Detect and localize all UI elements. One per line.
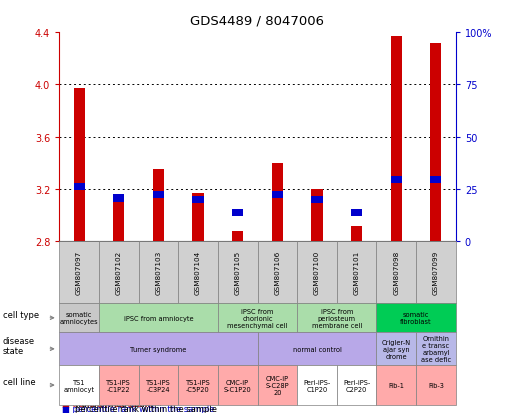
Bar <box>312 190 322 242</box>
Text: iPSC from amniocyte: iPSC from amniocyte <box>124 315 193 321</box>
Bar <box>232 231 243 242</box>
Text: Peri-iPS-
C2P20: Peri-iPS- C2P20 <box>343 379 370 392</box>
Text: GSM807098: GSM807098 <box>393 251 399 294</box>
Text: GSM807100: GSM807100 <box>314 251 320 294</box>
Text: percentile rank within the sample: percentile rank within the sample <box>75 404 217 413</box>
Text: disease
state: disease state <box>3 336 35 355</box>
Bar <box>74 183 84 190</box>
Text: GSM807099: GSM807099 <box>433 251 439 294</box>
Text: TS1
amniocyt: TS1 amniocyt <box>63 379 95 392</box>
Text: Crigler-N
ajar syn
drome: Crigler-N ajar syn drome <box>382 339 411 359</box>
Text: cell type: cell type <box>3 310 39 319</box>
Text: ■ percentile rank within the sample: ■ percentile rank within the sample <box>62 404 214 413</box>
Text: iPSC from
periosteum
membrane cell: iPSC from periosteum membrane cell <box>312 308 362 328</box>
Text: ■ transformed count: ■ transformed count <box>62 399 150 408</box>
Text: somatic
amniocytes: somatic amniocytes <box>60 311 98 325</box>
Text: TS1-iPS
-C3P24: TS1-iPS -C3P24 <box>146 379 171 392</box>
Bar <box>193 193 203 242</box>
Text: Fib-1: Fib-1 <box>388 382 404 388</box>
Text: GSM807101: GSM807101 <box>354 251 359 294</box>
Text: GSM807105: GSM807105 <box>235 251 241 294</box>
Bar <box>431 177 441 184</box>
Bar <box>272 164 283 242</box>
Bar <box>351 226 362 242</box>
Text: CMC-iP
S-C28P
20: CMC-iP S-C28P 20 <box>266 375 289 395</box>
Bar <box>153 170 164 242</box>
Bar <box>113 195 124 202</box>
Bar <box>193 196 203 204</box>
Text: Turner syndrome: Turner syndrome <box>130 346 186 352</box>
Bar <box>391 177 402 184</box>
Bar <box>431 43 441 242</box>
Bar <box>113 200 124 242</box>
Text: iPSC from
chorionic
mesenchymal cell: iPSC from chorionic mesenchymal cell <box>227 308 288 328</box>
Text: GSM807102: GSM807102 <box>116 251 122 294</box>
Text: TS1-iPS
-C5P20: TS1-iPS -C5P20 <box>185 379 211 392</box>
Text: GSM807104: GSM807104 <box>195 251 201 294</box>
Bar <box>272 191 283 198</box>
Text: GSM807097: GSM807097 <box>76 251 82 294</box>
Text: GSM807106: GSM807106 <box>274 251 280 294</box>
Text: Fib-3: Fib-3 <box>428 382 444 388</box>
Text: TS1-iPS
-C1P22: TS1-iPS -C1P22 <box>106 379 131 392</box>
Text: Peri-iPS-
C1P20: Peri-iPS- C1P20 <box>303 379 331 392</box>
Bar <box>312 196 322 204</box>
Text: normal control: normal control <box>293 346 341 352</box>
Text: GSM807103: GSM807103 <box>156 251 161 294</box>
Bar <box>153 191 164 198</box>
Bar <box>391 37 402 242</box>
Text: GDS4489 / 8047006: GDS4489 / 8047006 <box>191 14 324 27</box>
Text: CMC-iP
S-C1P20: CMC-iP S-C1P20 <box>224 379 251 392</box>
Bar <box>232 209 243 216</box>
Bar <box>351 209 362 216</box>
Text: cell line: cell line <box>3 377 35 386</box>
Text: Ornithin
e transc
arbamyl
ase defic: Ornithin e transc arbamyl ase defic <box>421 335 451 363</box>
Text: somatic
fibroblast: somatic fibroblast <box>400 311 432 325</box>
Text: transformed count: transformed count <box>75 399 153 408</box>
Bar <box>74 89 84 242</box>
